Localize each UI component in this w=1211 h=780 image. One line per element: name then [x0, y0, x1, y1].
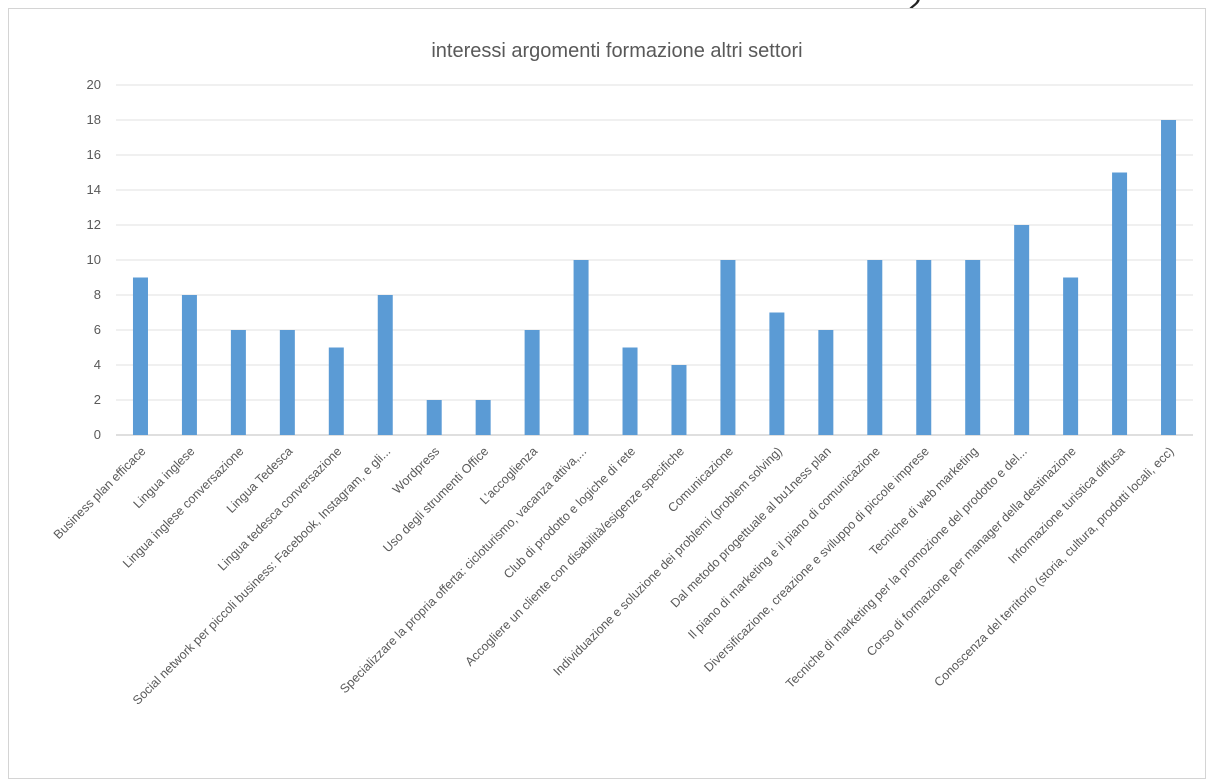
x-tick-label: Wordpress — [390, 444, 442, 496]
y-tick-label: 0 — [94, 427, 101, 442]
bar — [965, 260, 981, 435]
y-tick-label: 6 — [94, 322, 101, 337]
y-tick-label: 12 — [87, 217, 101, 232]
bar — [818, 330, 834, 435]
bar — [328, 347, 344, 435]
bar — [230, 330, 246, 435]
y-tick-label: 16 — [87, 147, 101, 162]
chart-title: interessi argomenti formazione altri set… — [431, 40, 803, 62]
bar — [720, 260, 736, 435]
bar — [181, 295, 197, 435]
y-tick-label: 8 — [94, 287, 101, 302]
x-tick-label: Individuazione e soluzione dei problemi … — [551, 444, 785, 678]
bar — [573, 260, 589, 435]
x-tick-label: Uso degli strumenti Office — [380, 444, 491, 555]
bar — [916, 260, 932, 435]
bar — [1063, 277, 1079, 435]
y-tick-label: 4 — [94, 357, 101, 372]
x-tick-label: Conoscenza del territorio (storia, cultu… — [931, 444, 1176, 689]
bar — [1161, 120, 1177, 435]
bars — [132, 120, 1177, 435]
gridlines — [116, 84, 1193, 436]
x-tick-label: Diversificazione, creazione e sviluppo d… — [701, 444, 932, 675]
y-tick-label: 20 — [87, 77, 101, 92]
y-tick-label: 18 — [87, 112, 101, 127]
bar — [1014, 225, 1030, 435]
y-tick-label: 10 — [87, 252, 101, 267]
y-tick-label: 2 — [94, 392, 101, 407]
bar — [622, 347, 638, 435]
chart-area — [8, 8, 1206, 779]
bar — [1112, 172, 1128, 435]
bar — [867, 260, 883, 435]
bar — [426, 400, 442, 435]
bar — [524, 330, 540, 435]
bar — [279, 330, 295, 435]
bar — [769, 312, 785, 435]
bar — [132, 277, 148, 435]
bar — [475, 400, 491, 435]
bar — [377, 295, 393, 435]
y-tick-label: 14 — [87, 182, 101, 197]
bar — [671, 365, 687, 435]
x-tick-label: Business plan efficace — [51, 444, 149, 542]
y-axis: 0 2 4 6 8 10 12 14 16 18 20 — [87, 77, 101, 442]
x-tick-label: Tecniche di marketing per la promozione … — [783, 444, 1030, 691]
